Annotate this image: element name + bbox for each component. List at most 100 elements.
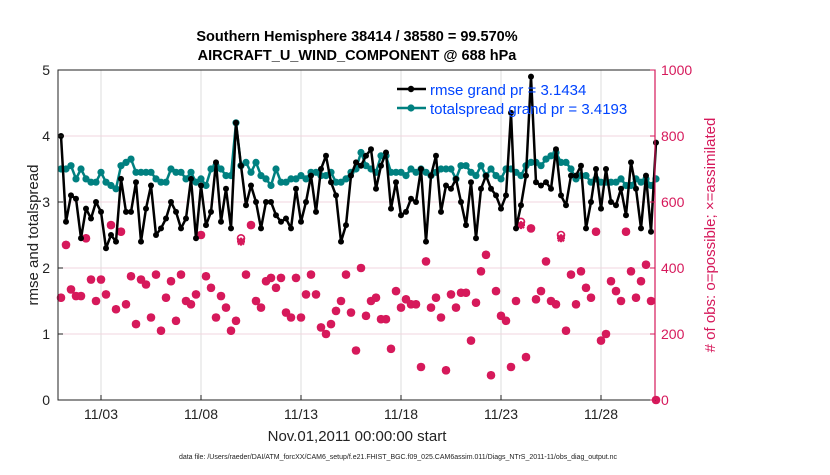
rmse-point — [508, 109, 514, 116]
x-axis-label: Nov.01,2011 00:00:00 start — [268, 428, 448, 445]
rmse-point — [138, 238, 144, 245]
totalspread-point — [247, 168, 255, 176]
y-right-tick-label: 800 — [661, 128, 685, 144]
rmse-point — [263, 199, 269, 205]
obs-assimilated-marker — [317, 323, 325, 332]
x-tick-label: 11/08 — [184, 406, 218, 422]
obs-assimilated-marker — [147, 313, 155, 322]
rmse-point — [163, 215, 169, 222]
totalspread-point — [562, 158, 570, 166]
obs-assimilated-marker — [262, 277, 270, 286]
rmse-point — [153, 232, 159, 238]
obs-assimilated-marker — [622, 227, 630, 236]
obs-assimilated-marker — [182, 297, 190, 305]
totalspread-point — [387, 168, 395, 176]
obs-assimilated-marker — [252, 297, 260, 305]
rmse-point — [308, 172, 314, 179]
rmse-point — [343, 222, 349, 229]
obs-assimilated-marker — [627, 267, 635, 276]
obs-assimilated-marker — [572, 300, 580, 309]
rmse-point — [448, 185, 454, 192]
obs-assimilated-marker — [97, 275, 105, 284]
obs-assimilated-marker — [172, 316, 180, 325]
obs-assimilated-marker — [367, 297, 375, 305]
obs-assimilated-marker — [522, 353, 530, 362]
rmse-point — [558, 192, 564, 199]
rmse-point — [503, 192, 509, 199]
x-tick-label: 11/23 — [484, 406, 518, 422]
totalspread-point — [567, 165, 575, 173]
obs-assimilated-marker — [532, 295, 540, 304]
rmse-point — [518, 202, 524, 209]
obs-assimilated-marker — [442, 366, 450, 375]
obs-assimilated-marker — [282, 308, 290, 317]
obs-assimilated-marker — [257, 303, 265, 312]
rmse-point — [618, 185, 624, 192]
obs-assimilated-marker — [72, 292, 80, 301]
obs-assimilated-marker — [202, 272, 210, 281]
totalspread-point — [177, 168, 185, 176]
totalspread-point — [447, 165, 455, 173]
rmse-point — [363, 152, 369, 159]
obs-assimilated-marker — [652, 396, 660, 404]
rmse-point — [328, 179, 334, 186]
y-right-tick-label: 200 — [661, 326, 685, 342]
obs-assimilated-marker — [207, 283, 215, 292]
obs-assimilated-marker — [602, 330, 610, 338]
obs-assimilated-marker — [377, 315, 385, 324]
rmse-point — [128, 208, 134, 215]
rmse-point — [353, 159, 359, 166]
rmse-point — [653, 139, 659, 146]
obs-assimilated-marker — [562, 326, 570, 335]
rmse-point — [273, 212, 279, 219]
y-axis-right-label: # of obs: o=possible; ×=assimilated — [702, 118, 719, 353]
grid-lines — [58, 70, 655, 400]
obs-assimilated-marker — [337, 297, 345, 305]
y-tick-label: 4 — [42, 128, 50, 144]
totalspread-point — [217, 165, 225, 173]
obs-assimilated-marker — [277, 273, 285, 282]
rmse-point — [173, 208, 179, 215]
obs-assimilated-marker — [87, 275, 95, 284]
totalspread-point — [202, 181, 210, 190]
rmse-point — [613, 202, 619, 209]
totalspread-point — [557, 158, 565, 166]
rmse-point — [248, 182, 254, 189]
obs-assimilated-marker — [167, 277, 175, 286]
totalspread-point — [267, 181, 275, 190]
obs-assimilated-marker — [397, 303, 405, 312]
totalspread-point — [132, 168, 140, 176]
rmse-point — [83, 205, 89, 212]
obs-assimilated-marker — [447, 290, 455, 299]
x-tick-label: 11/18 — [384, 406, 418, 422]
totalspread-point — [157, 178, 165, 186]
rmse-point — [553, 146, 559, 153]
obs-assimilated-marker — [227, 326, 235, 335]
totalspread-point — [332, 178, 340, 186]
obs-assimilated-marker — [312, 290, 320, 299]
totalspread-point — [67, 162, 75, 170]
obs-assimilated-marker — [452, 303, 460, 312]
obs-assimilated-marker — [422, 257, 430, 266]
obs-assimilated-marker — [472, 298, 480, 307]
obs-assimilated-marker — [322, 330, 330, 338]
y-right-tick-label: 600 — [661, 194, 685, 210]
obs-assimilated-marker — [222, 303, 230, 312]
y-tick-label: 5 — [42, 62, 50, 78]
totalspread-point — [147, 168, 155, 176]
obs-assimilated-marker — [307, 270, 315, 279]
chart-title-line-1: Southern Hemisphere 38414 / 38580 = 99.5… — [196, 29, 517, 45]
obs-assimilated-marker — [152, 270, 160, 279]
rmse-point — [158, 225, 164, 232]
data-marks — [56, 73, 661, 405]
obs-assimilated-marker — [412, 300, 420, 309]
obs-assimilated-marker — [217, 292, 225, 301]
obs-assimilated-marker — [557, 234, 565, 243]
rmse-point — [98, 208, 104, 215]
chart-title-line-2: AIRCRAFT_U_WIND_COMPONENT @ 688 hPa — [198, 48, 518, 64]
totalspread-point — [252, 158, 260, 166]
obs-assimilated-marker — [242, 270, 250, 279]
totalspread-point — [277, 178, 285, 186]
rmse-point — [348, 172, 354, 179]
totalspread-point — [517, 172, 525, 180]
